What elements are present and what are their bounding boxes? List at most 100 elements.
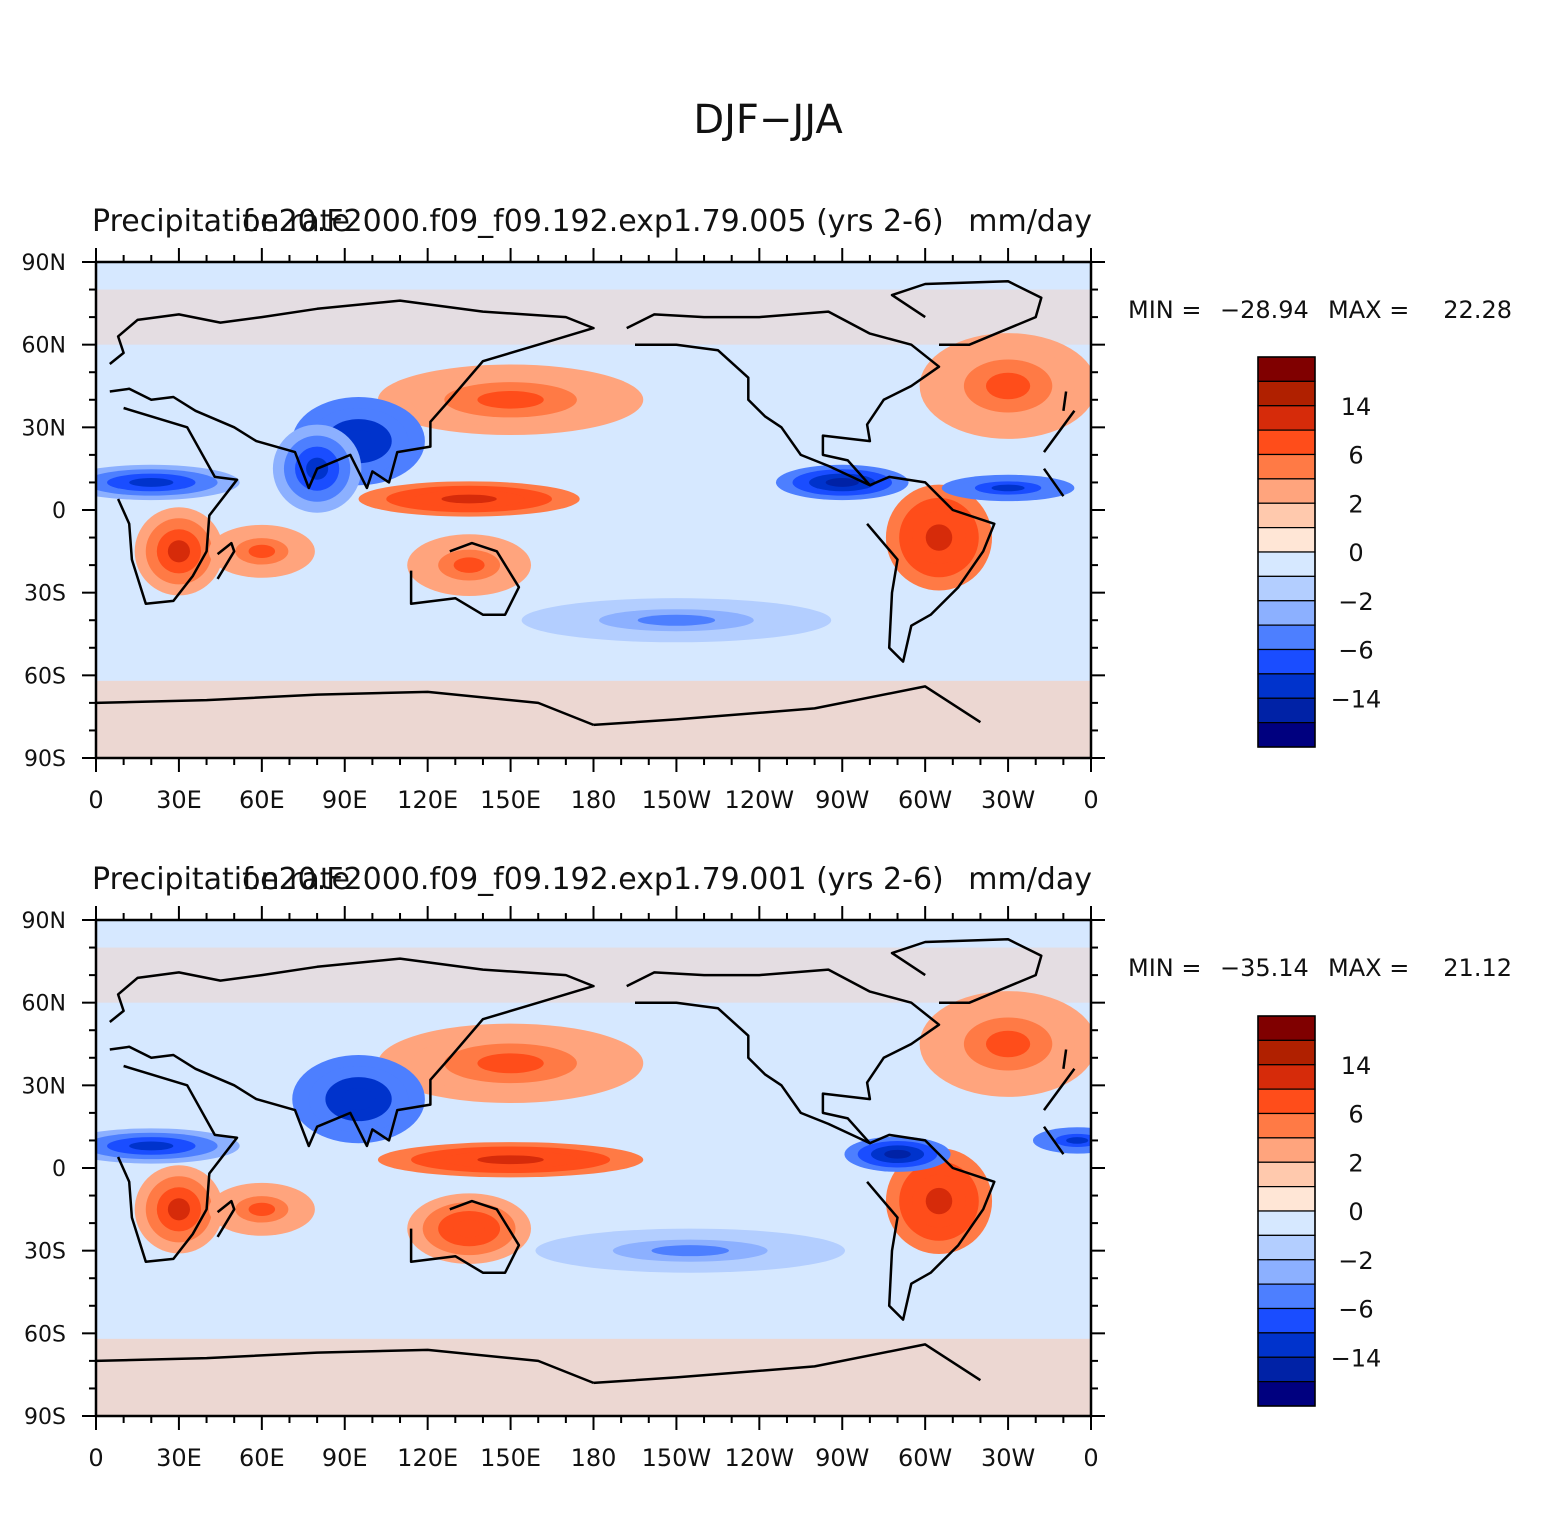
panel-2-min-value: −35.14: [1220, 954, 1309, 982]
lat-tick-label: 90N: [22, 251, 66, 276]
precip-contour: [477, 1053, 544, 1074]
colorbar-box: [1257, 1283, 1316, 1310]
coastline: [1042, 1068, 1076, 1111]
precip-contour: [825, 478, 859, 487]
colorbar-frame: [1257, 1015, 1316, 1407]
panel-2-max-value: 21.12: [1443, 954, 1512, 982]
lon-tick-label: 60E: [239, 786, 285, 814]
southern-ocean-band: [96, 1338, 1091, 1416]
map-panel-2: Precipitation rate f.e20.F2000.f09_f09.1…: [22, 862, 1512, 1472]
colorbar-box: [1257, 1112, 1316, 1139]
colorbar-label: 14: [1341, 1052, 1372, 1080]
colorbar-box: [1257, 1088, 1316, 1115]
lon-tick-label: 180: [571, 1444, 617, 1472]
lat-tick-label: 90S: [24, 1405, 66, 1430]
lat-tick-label: 90S: [24, 747, 66, 772]
lon-tick-label: 0: [88, 1444, 103, 1472]
lon-tick-label: 120W: [725, 786, 795, 814]
figure-title: DJF−JJA: [693, 97, 843, 143]
lat-tick-label: 90N: [22, 909, 66, 934]
precip-contour: [129, 478, 174, 487]
coastline: [593, 1343, 982, 1385]
precip-contour: [985, 1030, 1031, 1058]
panel-2-map: 0 30E 60E 90E 120E 150E 180 150W 120W 90W 60W 30W 09…: [22, 906, 1105, 1472]
colorbar-box: [1257, 527, 1316, 553]
lon-tick-label: 180: [571, 786, 617, 814]
lon-tick-label: 60W: [898, 1444, 952, 1472]
lat-tick-label: 30S: [24, 1240, 66, 1265]
colorbar-box: [1257, 1186, 1316, 1212]
panel-2-min-label: MIN =: [1128, 954, 1201, 982]
colorbar-box: [1257, 1064, 1316, 1090]
lon-tick-label: 150E: [480, 1444, 541, 1472]
lat-tick-label: 60N: [22, 992, 66, 1017]
lon-tick-label: 120W: [725, 1444, 795, 1472]
coastline: [1042, 467, 1065, 497]
precip-contour: [985, 372, 1031, 400]
precip-contour: [884, 1149, 911, 1159]
lon-tick-label: 90E: [322, 786, 368, 814]
lon-tick-label: 90E: [322, 1444, 368, 1472]
colorbar-box: [1257, 1039, 1316, 1066]
lon-tick-label: 30W: [981, 786, 1035, 814]
coastline: [216, 1199, 236, 1238]
coastline: [866, 1133, 996, 1321]
panel-1-max-label: MAX =: [1328, 296, 1409, 324]
precip-contour: [925, 524, 953, 551]
colorbar-box: [1257, 1307, 1316, 1334]
precip-contour: [441, 494, 497, 504]
southern-ocean-band: [96, 680, 1091, 758]
colorbar-box: [1257, 1381, 1316, 1407]
coastline: [116, 1064, 239, 1263]
coastline: [1042, 1125, 1065, 1155]
map-panel-1: Precipitation rate f.e20.F2000.f09_f09.1…: [22, 204, 1512, 814]
colorbar-box: [1257, 356, 1316, 382]
panel-2-right-title: mm/day: [968, 862, 1092, 897]
colorbar-label: 6: [1348, 442, 1363, 470]
lon-tick-label: 150W: [642, 786, 712, 814]
colorbar-label: 2: [1348, 1149, 1363, 1177]
colorbar-box: [1257, 502, 1316, 529]
colorbar-box: [1257, 453, 1316, 480]
coastline: [890, 280, 1043, 346]
coastline: [1042, 410, 1076, 453]
lon-tick-label: 150E: [480, 786, 541, 814]
precip-contour: [651, 1245, 729, 1257]
colorbar-label: −2: [1338, 1247, 1373, 1275]
lon-tick-label: 120E: [397, 1444, 458, 1472]
lon-tick-label: 120E: [397, 786, 458, 814]
colorbar-box: [1257, 624, 1316, 651]
colorbar-label: 14: [1341, 393, 1372, 421]
panel-1-colorbar: 14 6 2 0 −2 −6 −14: [1257, 356, 1381, 748]
coastline: [626, 968, 941, 1145]
colorbar-box: [1257, 1015, 1316, 1041]
lon-tick-label: 0: [88, 786, 103, 814]
panel-1-center-title: f.e20.F2000.f09_f09.192.exp1.79.005 (yrs…: [242, 204, 944, 239]
coastline: [1062, 1049, 1068, 1069]
precip-contour: [1066, 1137, 1089, 1144]
colorbar-box: [1257, 600, 1316, 626]
colorbar-box: [1257, 648, 1316, 675]
colorbar-box: [1257, 1161, 1316, 1188]
colorbar-frame: [1257, 356, 1316, 748]
coastline: [1062, 391, 1068, 411]
colorbar-box: [1257, 575, 1316, 602]
panel-1-min-label: MIN =: [1128, 296, 1201, 324]
lat-tick-label: 60S: [24, 664, 66, 689]
colorbar-box: [1257, 405, 1316, 431]
colorbar-box: [1257, 1137, 1316, 1163]
coastline: [96, 690, 594, 727]
colorbar-box: [1257, 429, 1316, 456]
colorbar-label: 0: [1348, 1198, 1363, 1226]
precip-contour: [248, 1202, 276, 1216]
precip-contour: [167, 1198, 190, 1221]
lon-tick-label: 90W: [815, 1444, 869, 1472]
lon-tick-label: 30E: [156, 786, 202, 814]
lon-tick-label: 90W: [815, 786, 869, 814]
panel-1-left-title: Precipitation rate: [92, 204, 350, 239]
lon-tick-label: 0: [1083, 1444, 1098, 1472]
colorbar-label: −2: [1338, 588, 1373, 616]
lat-tick-label: 60S: [24, 1322, 66, 1347]
colorbar-box: [1257, 1234, 1316, 1261]
